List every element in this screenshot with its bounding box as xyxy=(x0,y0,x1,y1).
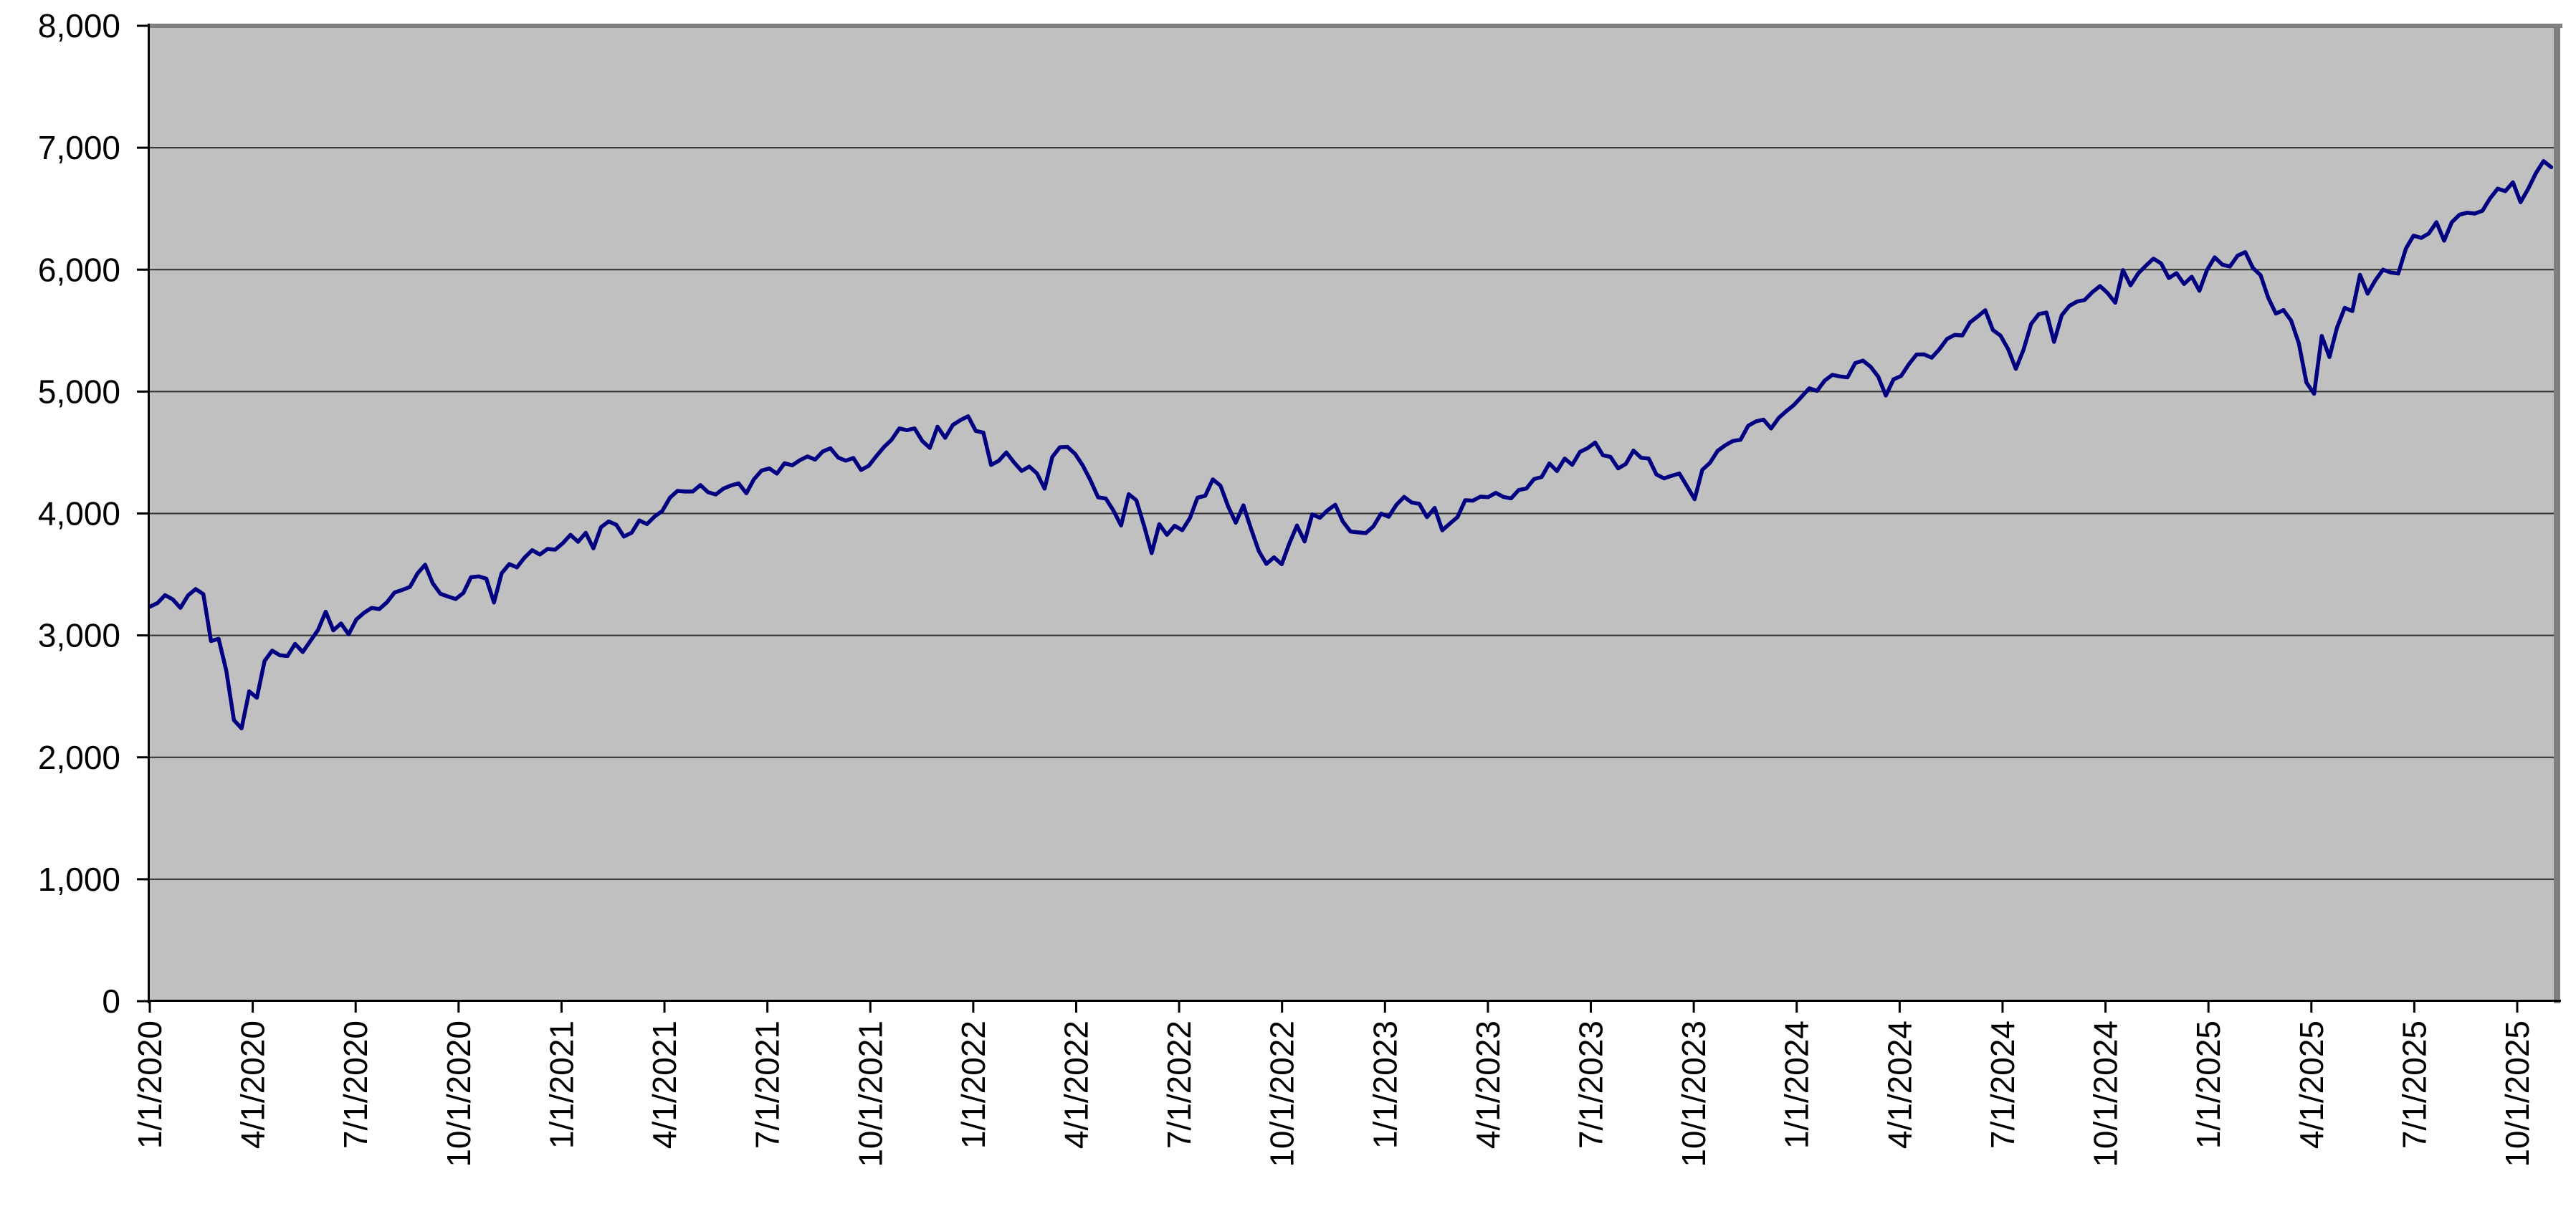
x-axis-label: 10/1/2020 xyxy=(440,1021,477,1167)
x-axis-tick xyxy=(148,1002,151,1013)
x-axis-tick xyxy=(2001,1002,2004,1013)
y-gridline xyxy=(150,756,2554,758)
x-axis-tick xyxy=(972,1002,975,1013)
x-axis-label: 1/1/2024 xyxy=(1778,1021,1816,1149)
x-axis-tick xyxy=(1178,1002,1180,1013)
y-gridline xyxy=(150,391,2554,393)
x-axis-label: 4/1/2022 xyxy=(1057,1021,1094,1149)
y-axis-tick xyxy=(137,878,148,881)
x-axis-label: 7/1/2022 xyxy=(1160,1021,1198,1149)
plot-border-top xyxy=(148,24,2562,28)
x-axis-tick xyxy=(252,1002,254,1013)
y-axis-line xyxy=(148,24,150,1003)
x-axis-label: 4/1/2025 xyxy=(2293,1021,2330,1149)
x-axis-label: 1/1/2025 xyxy=(2190,1021,2227,1149)
x-axis-label: 4/1/2024 xyxy=(1881,1021,1918,1149)
x-axis-tick xyxy=(1383,1002,1386,1013)
x-axis-label: 1/1/2023 xyxy=(1366,1021,1403,1149)
y-axis-tick xyxy=(137,634,148,637)
y-axis-tick xyxy=(137,268,148,271)
price-line xyxy=(148,159,2554,731)
x-axis-line xyxy=(148,1000,2561,1002)
y-axis-tick xyxy=(137,390,148,393)
y-axis-label: 5,000 xyxy=(38,373,120,410)
y-gridline xyxy=(150,634,2554,636)
x-axis-label: 10/1/2025 xyxy=(2499,1021,2536,1167)
x-axis-label: 4/1/2021 xyxy=(646,1021,683,1149)
y-gridline xyxy=(150,269,2554,271)
x-axis-tick xyxy=(2104,1002,2107,1013)
x-axis-tick xyxy=(766,1002,769,1013)
y-axis-label: 1,000 xyxy=(38,861,120,898)
y-gridline xyxy=(150,512,2554,515)
x-axis-label: 4/1/2020 xyxy=(234,1021,272,1149)
x-axis-tick xyxy=(2310,1002,2313,1013)
x-axis-tick xyxy=(457,1002,460,1013)
x-axis-tick xyxy=(1898,1002,1901,1013)
x-axis-label: 7/1/2020 xyxy=(337,1021,374,1149)
x-axis-tick xyxy=(869,1002,872,1013)
x-axis-tick xyxy=(1590,1002,1593,1013)
x-axis-tick xyxy=(2413,1002,2415,1013)
y-axis-label: 4,000 xyxy=(38,495,120,532)
x-axis-label: 4/1/2023 xyxy=(1469,1021,1507,1149)
x-axis-tick xyxy=(2516,1002,2519,1013)
y-gridline xyxy=(150,147,2554,149)
x-axis-tick xyxy=(1795,1002,1798,1013)
x-axis-label: 1/1/2020 xyxy=(131,1021,168,1149)
x-axis-tick xyxy=(1692,1002,1695,1013)
y-axis-tick xyxy=(137,756,148,759)
x-axis-label: 7/1/2025 xyxy=(2395,1021,2433,1149)
x-axis-label: 1/1/2021 xyxy=(543,1021,580,1149)
x-axis-label: 10/1/2022 xyxy=(1264,1021,1301,1167)
x-axis-label: 7/1/2023 xyxy=(1573,1021,1610,1149)
y-axis-tick xyxy=(137,146,148,149)
x-axis-tick xyxy=(663,1002,666,1013)
y-axis-label: 8,000 xyxy=(38,7,120,44)
x-axis-label: 7/1/2021 xyxy=(749,1021,786,1149)
x-axis-label: 10/1/2021 xyxy=(851,1021,889,1167)
x-axis-tick xyxy=(354,1002,357,1013)
y-axis-label: 3,000 xyxy=(38,617,120,654)
y-axis-label: 7,000 xyxy=(38,129,120,166)
y-axis-tick xyxy=(137,1000,148,1003)
x-axis-tick xyxy=(560,1002,563,1013)
plot-border-right xyxy=(2554,24,2560,1003)
y-axis-label: 2,000 xyxy=(38,739,120,776)
x-axis-tick xyxy=(1487,1002,1489,1013)
x-axis-label: 10/1/2023 xyxy=(1675,1021,1712,1167)
y-axis-tick xyxy=(137,512,148,515)
x-axis-label: 10/1/2024 xyxy=(2087,1021,2124,1167)
y-gridline xyxy=(150,878,2554,880)
y-axis-tick xyxy=(137,24,148,27)
x-axis-tick xyxy=(2207,1002,2210,1013)
x-axis-label: 7/1/2024 xyxy=(1984,1021,2021,1149)
y-axis-label: 6,000 xyxy=(38,251,120,288)
x-axis-label: 1/1/2022 xyxy=(955,1021,992,1149)
y-axis-label: 0 xyxy=(102,983,120,1020)
x-axis-tick xyxy=(1281,1002,1284,1013)
x-axis-tick xyxy=(1074,1002,1077,1013)
